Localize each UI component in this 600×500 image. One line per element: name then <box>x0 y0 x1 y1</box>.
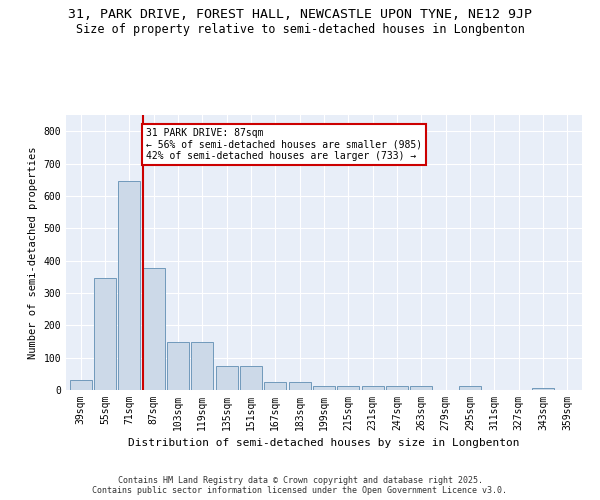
Bar <box>143 268 164 390</box>
Bar <box>337 386 359 390</box>
Text: Contains HM Land Registry data © Crown copyright and database right 2025.
Contai: Contains HM Land Registry data © Crown c… <box>92 476 508 495</box>
Bar <box>94 278 116 390</box>
Bar <box>410 386 433 390</box>
Bar <box>167 342 189 390</box>
Bar <box>362 386 383 390</box>
Bar <box>459 386 481 390</box>
Bar <box>313 386 335 390</box>
Bar <box>240 366 262 390</box>
Bar <box>289 382 311 390</box>
Bar <box>70 380 92 390</box>
Bar <box>532 388 554 390</box>
Bar <box>265 382 286 390</box>
Bar <box>215 366 238 390</box>
Bar <box>191 342 213 390</box>
Text: Size of property relative to semi-detached houses in Longbenton: Size of property relative to semi-detach… <box>76 22 524 36</box>
Y-axis label: Number of semi-detached properties: Number of semi-detached properties <box>28 146 38 359</box>
Text: 31, PARK DRIVE, FOREST HALL, NEWCASTLE UPON TYNE, NE12 9JP: 31, PARK DRIVE, FOREST HALL, NEWCASTLE U… <box>68 8 532 20</box>
Bar <box>386 386 408 390</box>
X-axis label: Distribution of semi-detached houses by size in Longbenton: Distribution of semi-detached houses by … <box>128 438 520 448</box>
Bar <box>118 182 140 390</box>
Text: 31 PARK DRIVE: 87sqm
← 56% of semi-detached houses are smaller (985)
42% of semi: 31 PARK DRIVE: 87sqm ← 56% of semi-detac… <box>146 128 422 161</box>
